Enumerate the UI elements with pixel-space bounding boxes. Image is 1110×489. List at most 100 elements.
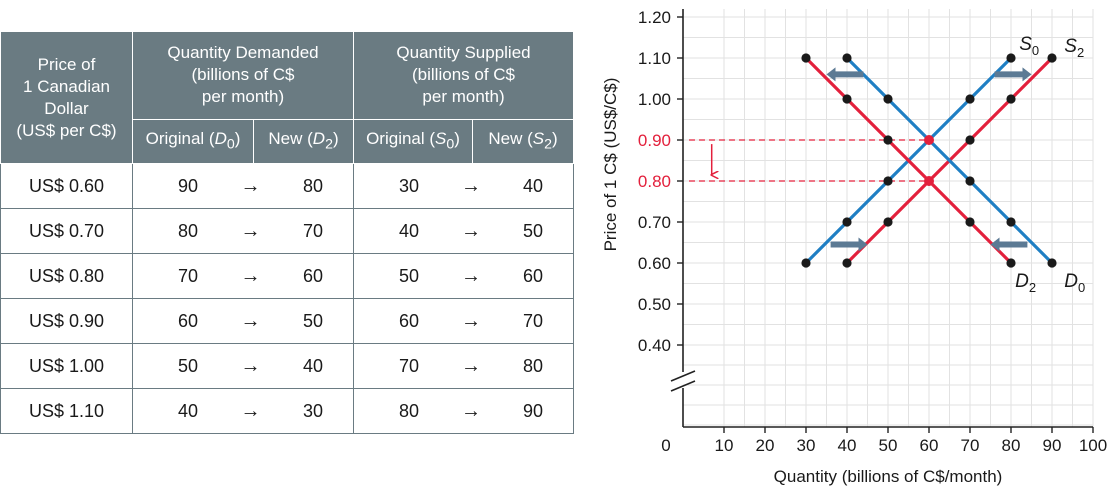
supply-new-value: 60 (522, 265, 544, 286)
y-tick-label: 0.50 (638, 295, 671, 314)
curve-label-letter: S (1019, 34, 1032, 55)
exchange-market-chart: 0.40 0.50 0.60 0.70 0.80 0.90 1.00 1.10 1.20 0 10 2… (601, 8, 1107, 486)
data-point (801, 258, 811, 268)
data-point (965, 94, 975, 104)
demand-new-value: 60 (302, 265, 323, 286)
y-tick-label: 0.60 (638, 254, 671, 273)
demand-new-value: 50 (302, 310, 323, 331)
data-point (965, 135, 975, 145)
demand-new-header: New (D2) (252, 118, 355, 165)
x-tick-label: 20 (756, 436, 775, 455)
axes (670, 9, 1094, 433)
right-arrow-icon: → (461, 219, 482, 242)
sub-header-subscript: 2 (544, 136, 552, 153)
supply-new-header: New (S2) (472, 118, 575, 165)
demanded-header-line: (billions of C$ (191, 65, 295, 85)
data-point (1006, 94, 1016, 104)
x-tick-label: 90 (1043, 436, 1062, 455)
right-arrow-icon: → (461, 354, 482, 377)
sub-header-text: New ( (488, 128, 533, 148)
supply-pair-cell: 80 → 90 (353, 388, 575, 434)
supply-new-value: 50 (522, 220, 544, 241)
x-tick-label: 10 (715, 436, 734, 455)
demand-pair-cell: 50 → 40 (131, 343, 355, 389)
x-tick-label: 80 (1002, 436, 1021, 455)
sub-header-var: S (532, 128, 545, 148)
demand-pair-cell: 70 → 60 (131, 253, 355, 299)
price-cell: US$ 0.90 (0, 298, 133, 344)
data-point (883, 135, 893, 145)
price-header-line: 1 Canadian (23, 76, 110, 96)
sub-header-var: D (312, 128, 326, 148)
data-point (965, 176, 975, 186)
shift-arrow-icon (990, 237, 1028, 252)
curve-label: D2 (1015, 271, 1036, 295)
shift-arrow-icon (830, 237, 868, 252)
supply-pair-cell: 30 → 40 (353, 163, 575, 209)
curve-label-subscript: 2 (1029, 280, 1036, 295)
data-point (883, 217, 893, 227)
supply-original-value: 30 (399, 175, 420, 196)
supply-pair-cell: 50 → 60 (353, 253, 575, 299)
right-arrow-icon: → (240, 399, 261, 422)
supply-original-value: 70 (399, 355, 420, 376)
demanded-header-line: Quantity Demanded (167, 43, 319, 63)
x-axis-title: Quantity (billions of C$/month) (774, 467, 1003, 486)
sub-header-text: ) (234, 128, 241, 148)
demand-pair-cell: 60 → 50 (131, 298, 355, 344)
data-point (1006, 258, 1016, 268)
x-tick-label: 50 (879, 436, 898, 455)
y-tick-label: 1.00 (638, 90, 671, 109)
data-point (1006, 217, 1016, 227)
right-arrow-icon: → (240, 354, 261, 377)
demand-original-value: 50 (178, 355, 199, 376)
curve-label: S2 (1064, 36, 1084, 60)
right-arrow-icon: → (240, 219, 261, 242)
table-row: US$ 0.60 90 → 80 30 → 40 (0, 163, 575, 209)
curve-label-letter: S (1064, 36, 1077, 57)
demand-original-value: 80 (178, 220, 199, 241)
table-row: US$ 0.70 80 → 70 40 → 50 (0, 208, 575, 254)
demand-new-value: 30 (302, 400, 323, 421)
axis-break-mark (670, 370, 696, 382)
table-row: US$ 0.90 60 → 50 60 → 70 (0, 298, 575, 344)
sub-header-text: Original ( (366, 128, 436, 148)
curve-label-letter: D (1064, 271, 1078, 292)
equilibrium-point (924, 135, 934, 145)
labels: 0.40 0.50 0.60 0.70 0.80 0.90 1.00 1.10 1.20 0 10 2… (601, 8, 1107, 486)
y-axis-title: Price of 1 C$ (US$/C$) (601, 78, 620, 252)
sub-header-var: D (214, 128, 227, 148)
x-tick-label: 60 (920, 436, 939, 455)
axis-break-mark (670, 380, 696, 392)
data-point (1047, 53, 1057, 63)
sub-header-subscript: 0 (226, 136, 235, 153)
supply-original-header: Original (S0) (353, 118, 474, 165)
curve-d2 (804, 56, 1013, 265)
price-header-line: Price of (37, 54, 96, 74)
price-header-line: (US$ per C$) (16, 120, 117, 140)
curve-label: D0 (1064, 271, 1085, 295)
supply-new-value: 80 (522, 355, 544, 376)
table-row: US$ 1.00 50 → 40 70 → 80 (0, 343, 575, 389)
sub-header-text: ) (332, 128, 339, 148)
supply-new-value: 70 (522, 310, 544, 331)
supply-pair-cell: 40 → 50 (353, 208, 575, 254)
shift-arrows (826, 67, 1032, 252)
sub-header-text: ) (552, 128, 558, 148)
curve-label-letter: D (1015, 271, 1029, 292)
curve-d0 (845, 56, 1054, 265)
demand-original-value: 90 (178, 175, 199, 196)
curve-label-subscript: 2 (1077, 45, 1084, 60)
right-arrow-icon: → (240, 309, 261, 332)
right-arrow-icon: → (461, 174, 482, 197)
right-arrow-icon: → (461, 309, 482, 332)
curve-label-subscript: 0 (1078, 280, 1085, 295)
supply-original-value: 40 (399, 220, 420, 241)
sub-header-subscript: 0 (446, 136, 455, 153)
y-tick-label: 1.20 (638, 8, 671, 27)
demanded-header-line: per month) (201, 87, 285, 107)
data-point (842, 217, 852, 227)
data-point (883, 94, 893, 104)
y-tick-label: 1.10 (638, 49, 671, 68)
quantity-supplied-header: Quantity Supplied (billions of C$ per mo… (353, 31, 575, 120)
